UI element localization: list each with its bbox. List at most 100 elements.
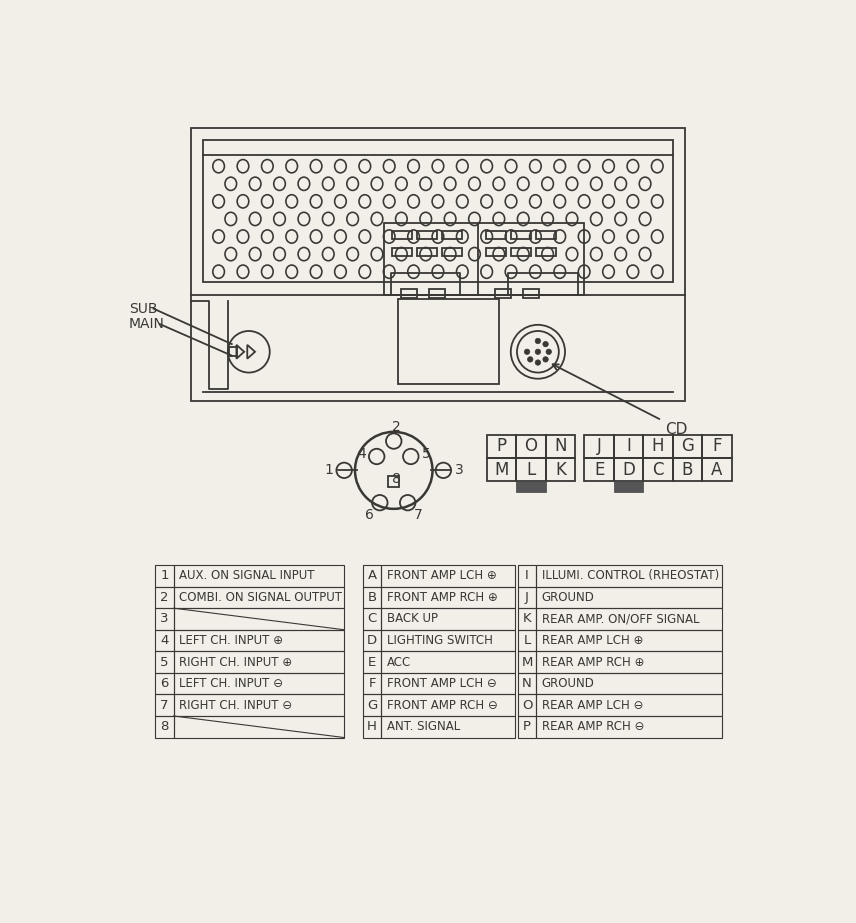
- Text: 6: 6: [160, 677, 169, 690]
- Text: 8: 8: [160, 720, 169, 733]
- Bar: [511, 247, 531, 256]
- Bar: [614, 458, 644, 481]
- Bar: [382, 716, 514, 737]
- Bar: [537, 716, 722, 737]
- Text: ANT. SIGNAL: ANT. SIGNAL: [387, 720, 460, 733]
- Bar: [518, 629, 537, 652]
- Text: REAR AMP RCH ⊕: REAR AMP RCH ⊕: [542, 655, 645, 668]
- Bar: [401, 289, 417, 298]
- Bar: [155, 565, 174, 587]
- Text: 7: 7: [414, 508, 423, 522]
- Text: E: E: [368, 655, 376, 668]
- Circle shape: [535, 349, 541, 354]
- Text: MAIN: MAIN: [128, 317, 164, 331]
- Text: P: P: [523, 720, 531, 733]
- Bar: [702, 435, 732, 458]
- Text: 6: 6: [365, 508, 373, 522]
- Text: FRONT AMP LCH ⊕: FRONT AMP LCH ⊕: [387, 569, 496, 582]
- Bar: [430, 289, 445, 298]
- Bar: [516, 435, 545, 458]
- Bar: [644, 458, 673, 481]
- Text: LEFT CH. INPUT ⊕: LEFT CH. INPUT ⊕: [179, 634, 283, 647]
- Text: P: P: [496, 438, 507, 455]
- Text: 4: 4: [357, 447, 366, 462]
- Bar: [363, 565, 382, 587]
- Text: L: L: [523, 634, 531, 647]
- Bar: [363, 629, 382, 652]
- Circle shape: [543, 342, 549, 347]
- Bar: [585, 458, 614, 481]
- Text: F: F: [712, 438, 722, 455]
- Bar: [537, 673, 722, 694]
- Bar: [155, 629, 174, 652]
- Text: REAR AMP LCH ⊕: REAR AMP LCH ⊕: [542, 634, 643, 647]
- Text: SUB: SUB: [128, 302, 158, 316]
- Bar: [585, 435, 614, 458]
- Bar: [702, 458, 732, 481]
- Text: 2: 2: [392, 420, 401, 434]
- Text: D: D: [622, 461, 635, 479]
- Bar: [174, 629, 344, 652]
- Bar: [518, 608, 537, 629]
- Bar: [363, 652, 382, 673]
- Bar: [518, 716, 537, 737]
- Bar: [536, 247, 556, 256]
- Bar: [174, 673, 344, 694]
- Text: 1: 1: [160, 569, 169, 582]
- Circle shape: [543, 356, 549, 362]
- Bar: [487, 435, 516, 458]
- Text: B: B: [681, 461, 693, 479]
- Text: H: H: [651, 438, 664, 455]
- Bar: [389, 475, 399, 486]
- Circle shape: [535, 339, 541, 343]
- Bar: [537, 587, 722, 608]
- Text: N: N: [522, 677, 532, 690]
- Text: 3: 3: [455, 463, 463, 477]
- Bar: [155, 608, 174, 629]
- Circle shape: [527, 356, 533, 362]
- Bar: [174, 565, 344, 587]
- Bar: [155, 673, 174, 694]
- Text: ACC: ACC: [387, 655, 411, 668]
- Text: GROUND: GROUND: [542, 677, 595, 690]
- Text: 2: 2: [160, 591, 169, 604]
- Bar: [155, 716, 174, 737]
- Text: G: G: [681, 438, 694, 455]
- Bar: [174, 694, 344, 716]
- Text: BACK UP: BACK UP: [387, 613, 437, 626]
- Bar: [382, 652, 514, 673]
- Text: K: K: [555, 461, 566, 479]
- Text: K: K: [523, 613, 532, 626]
- Bar: [382, 629, 514, 652]
- Text: H: H: [367, 720, 377, 733]
- Text: LIGHTING SWITCH: LIGHTING SWITCH: [387, 634, 493, 647]
- Text: COMBI. ON SIGNAL OUTPUT: COMBI. ON SIGNAL OUTPUT: [179, 591, 342, 604]
- Bar: [417, 247, 437, 256]
- Text: M: M: [494, 461, 508, 479]
- Bar: [174, 587, 344, 608]
- Bar: [363, 694, 382, 716]
- Text: CD: CD: [665, 422, 687, 437]
- Bar: [518, 587, 537, 608]
- Bar: [487, 458, 516, 481]
- Text: 5: 5: [422, 447, 431, 462]
- Text: B: B: [367, 591, 377, 604]
- Bar: [442, 231, 462, 238]
- Circle shape: [546, 349, 551, 354]
- Bar: [545, 458, 575, 481]
- Bar: [417, 231, 437, 238]
- Bar: [384, 223, 585, 294]
- Text: F: F: [368, 677, 376, 690]
- Bar: [382, 673, 514, 694]
- Bar: [486, 231, 507, 238]
- Text: REAR AMP. ON/OFF SIGNAL: REAR AMP. ON/OFF SIGNAL: [542, 613, 699, 626]
- Bar: [392, 231, 413, 238]
- Bar: [537, 565, 722, 587]
- Bar: [537, 652, 722, 673]
- Bar: [516, 458, 545, 481]
- Bar: [174, 652, 344, 673]
- Bar: [511, 231, 531, 238]
- Bar: [382, 587, 514, 608]
- Text: I: I: [526, 569, 529, 582]
- Text: 5: 5: [160, 655, 169, 668]
